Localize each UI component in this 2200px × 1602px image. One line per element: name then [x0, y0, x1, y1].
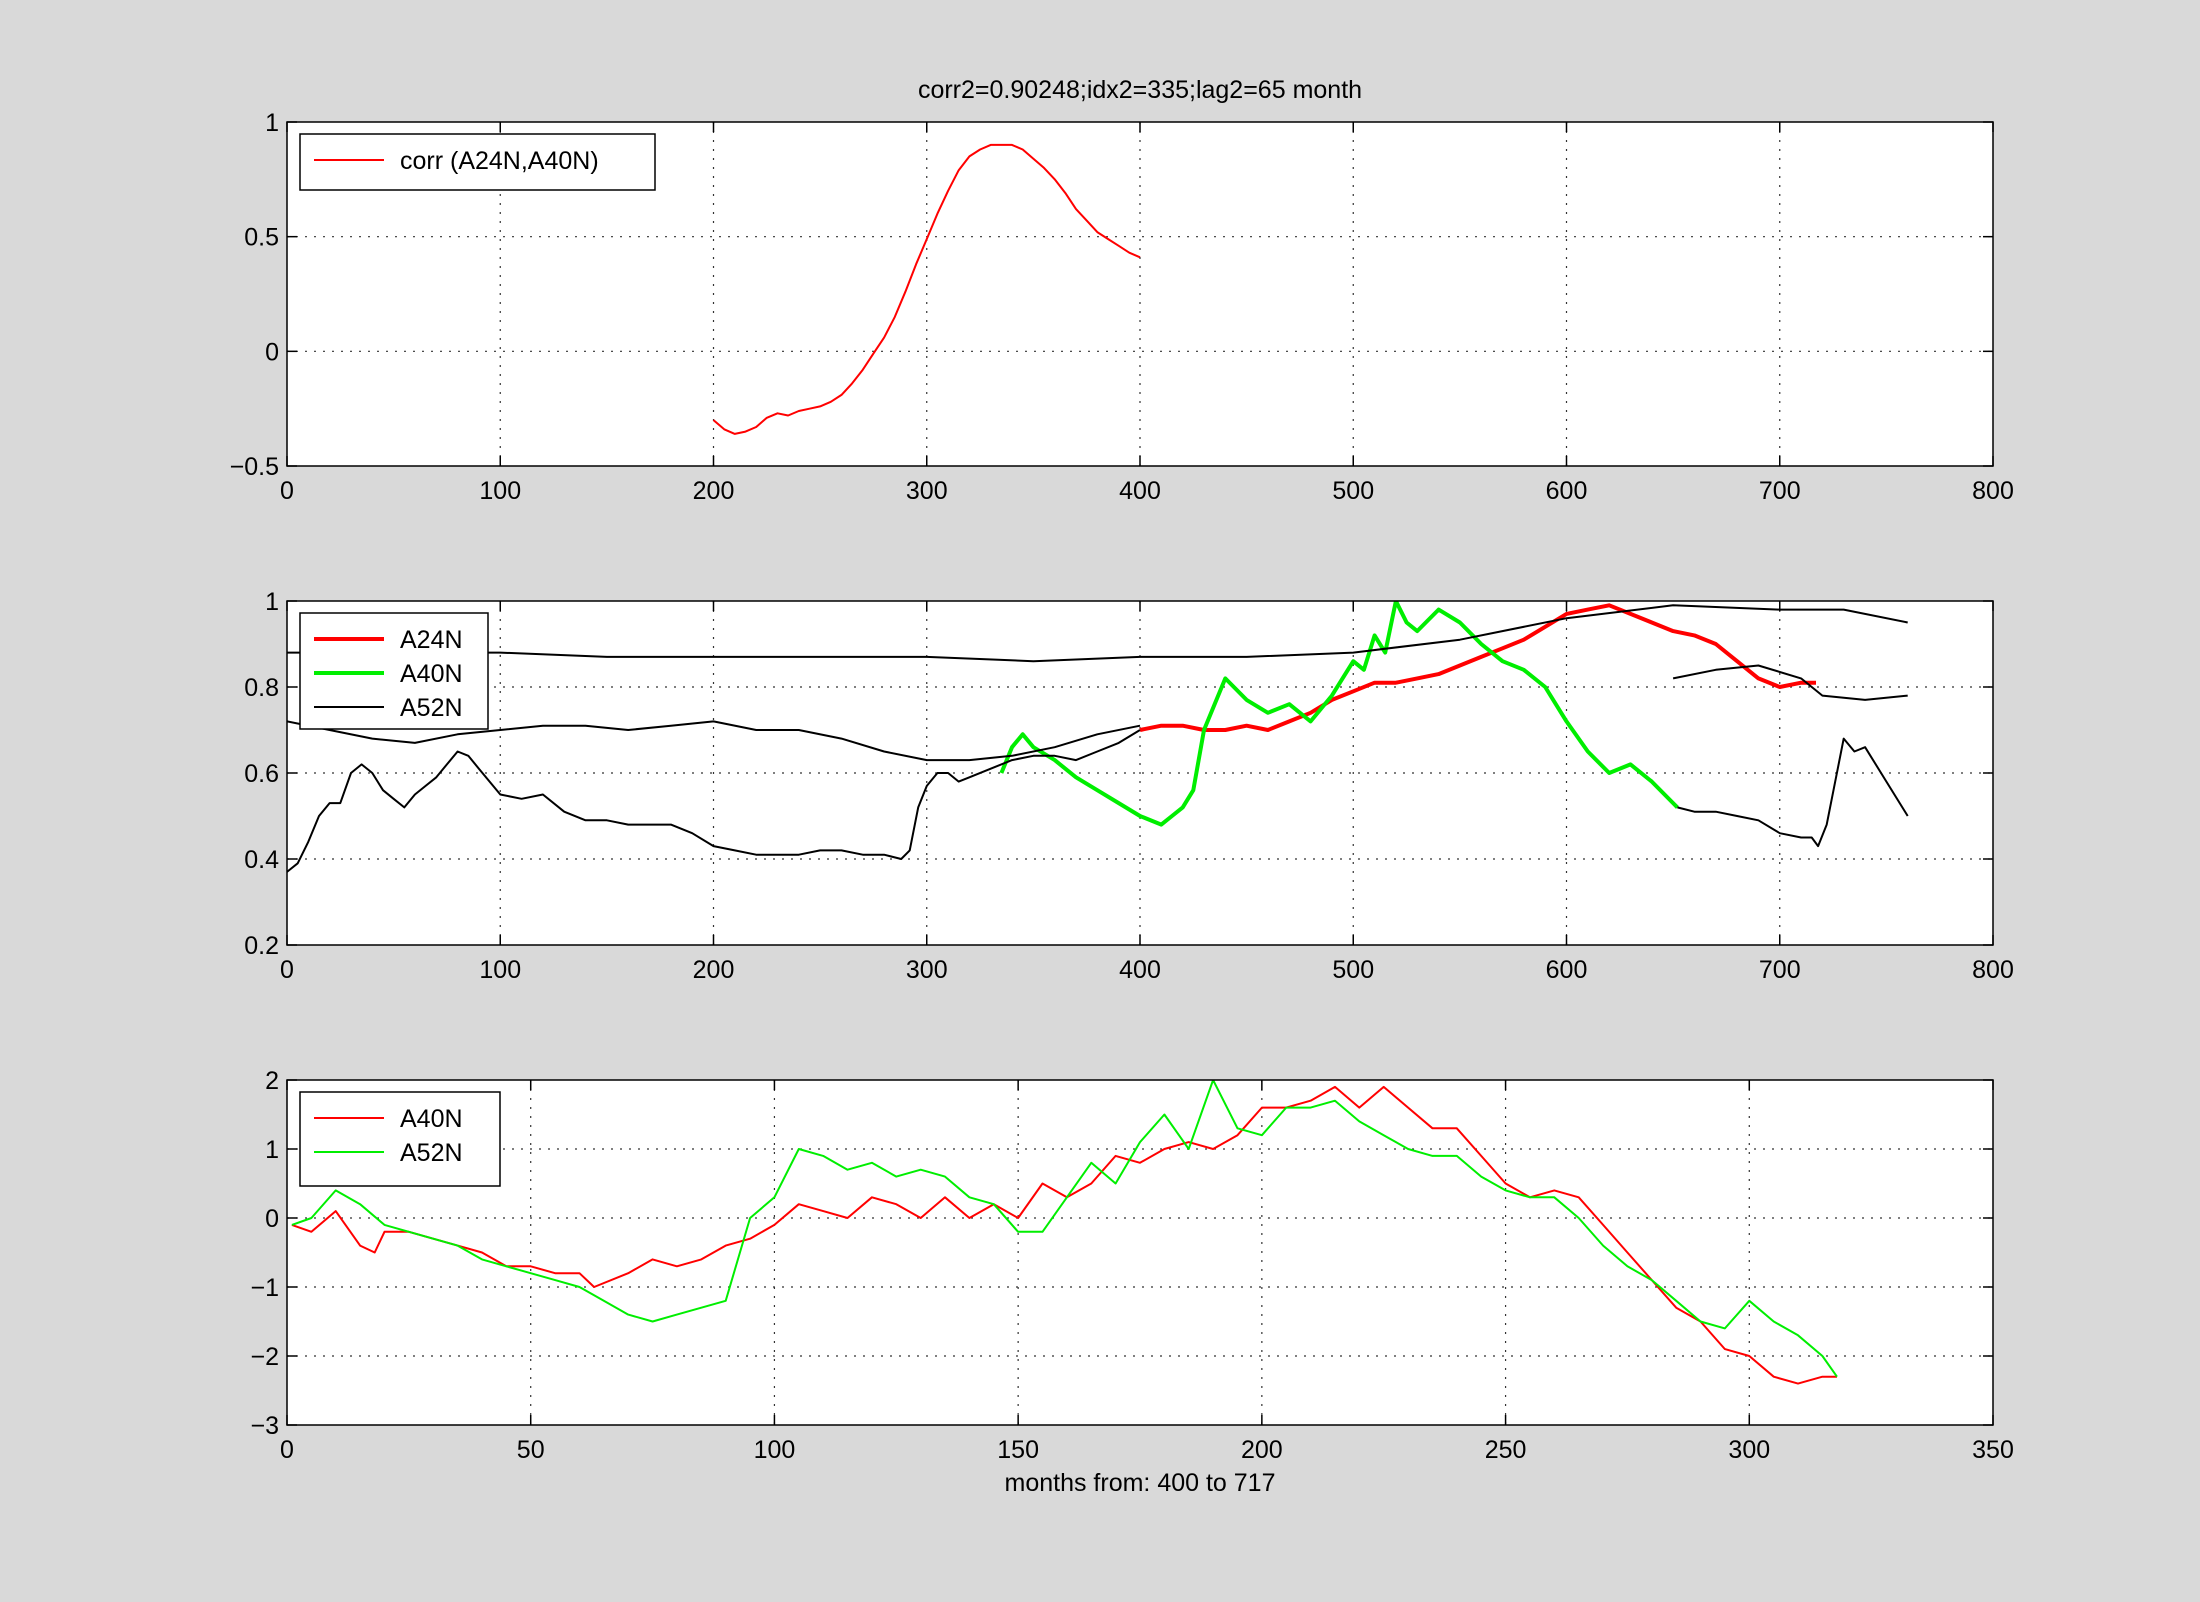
- legend-label: A40N: [400, 660, 463, 688]
- series-line-a52n-lagged: [287, 729, 1141, 873]
- y-tick-label: −0.5: [230, 453, 279, 481]
- x-tick-label: 300: [906, 956, 948, 984]
- x-tick-label: 700: [1759, 477, 1801, 505]
- series-line-a52n-lagged: [1672, 664, 1908, 701]
- legend: A24N A40N A52N: [299, 612, 489, 730]
- legend-label: A40N: [400, 1105, 463, 1133]
- y-tick-label: 1: [265, 1136, 279, 1164]
- y-tick-label: 2: [265, 1067, 279, 1095]
- legend-box: [299, 1091, 501, 1187]
- legend-label: A24N: [400, 626, 463, 654]
- series-line-a52n: [291, 1080, 1838, 1378]
- y-tick-label: −1: [250, 1274, 279, 1302]
- series-line-corr-a24n-a40n: [712, 143, 1141, 435]
- x-tick-label: 500: [1332, 956, 1374, 984]
- x-tick-label: 200: [693, 956, 735, 984]
- x-tick-label: 200: [1241, 1436, 1283, 1464]
- plot-area: [287, 1080, 1993, 1425]
- x-tick-label: 100: [479, 477, 521, 505]
- x-tick-label: 0: [280, 477, 294, 505]
- x-tick-label: 50: [517, 1436, 545, 1464]
- x-tick-label: 800: [1972, 956, 2014, 984]
- legend-label: corr (A24N,A40N): [400, 147, 599, 175]
- x-tick-label: 300: [1728, 1436, 1770, 1464]
- legend: corr (A24N,A40N): [299, 133, 656, 191]
- series-line-a24n: [1139, 603, 1816, 732]
- y-tick-label: 0.4: [244, 846, 279, 874]
- series-line-a40n: [291, 1085, 1837, 1385]
- legend-label: A52N: [400, 1139, 463, 1167]
- standardized-plot: 0 50 100 150 200 250 300 350 −3 −2 −1 0 1 2 months fro…: [250, 1067, 2013, 1497]
- y-tick-label: 0.6: [244, 760, 279, 788]
- x-tick-label: 700: [1759, 956, 1801, 984]
- x-tick-label: 500: [1332, 477, 1374, 505]
- y-tick-label: 1: [265, 588, 279, 616]
- figure-title: corr2=0.90248;idx2=335;lag2=65 month: [918, 76, 1362, 104]
- x-tick-label: 300: [906, 477, 948, 505]
- indices-plot: 0 100 200 300 400 500 600 700 800 0.2 0.4 0.6 0.8 1 A2…: [244, 588, 2014, 984]
- y-tick-label: −2: [250, 1343, 279, 1371]
- series-line-a52n-lagged: [287, 720, 1141, 762]
- y-tick-label: 0: [265, 1205, 279, 1233]
- y-tick-label: 0.2: [244, 932, 279, 960]
- legend-box: [299, 133, 656, 191]
- x-tick-label: 800: [1972, 477, 2014, 505]
- x-tick-label: 600: [1546, 477, 1588, 505]
- series-group: [291, 1080, 1838, 1385]
- series-line-a40n: [999, 601, 1679, 827]
- x-axis-label: months from: 400 to 717: [1005, 1469, 1276, 1497]
- axes-box: [286, 1079, 1994, 1426]
- series-line-a52n-lagged: [1677, 737, 1909, 848]
- series-line-a52n: [287, 604, 1908, 663]
- series-group: [287, 601, 1909, 873]
- x-tick-label: 200: [693, 477, 735, 505]
- legend-label: A52N: [400, 694, 463, 722]
- y-tick-label: 0.5: [244, 224, 279, 252]
- x-tick-label: 250: [1485, 1436, 1527, 1464]
- x-tick-label: 100: [479, 956, 521, 984]
- x-tick-label: 0: [280, 956, 294, 984]
- y-tick-label: 0.8: [244, 674, 279, 702]
- legend: A40N A52N: [299, 1091, 501, 1187]
- x-tick-label: 350: [1972, 1436, 2014, 1464]
- x-tick-label: 400: [1119, 956, 1161, 984]
- x-tick-label: 100: [754, 1436, 796, 1464]
- y-tick-label: 0: [265, 338, 279, 366]
- y-tick-label: −3: [250, 1412, 279, 1440]
- y-tick-label: 1: [265, 109, 279, 137]
- x-tick-label: 400: [1119, 477, 1161, 505]
- x-tick-label: 0: [280, 1436, 294, 1464]
- x-tick-label: 150: [997, 1436, 1039, 1464]
- x-tick-label: 600: [1546, 956, 1588, 984]
- series-group: [712, 143, 1141, 435]
